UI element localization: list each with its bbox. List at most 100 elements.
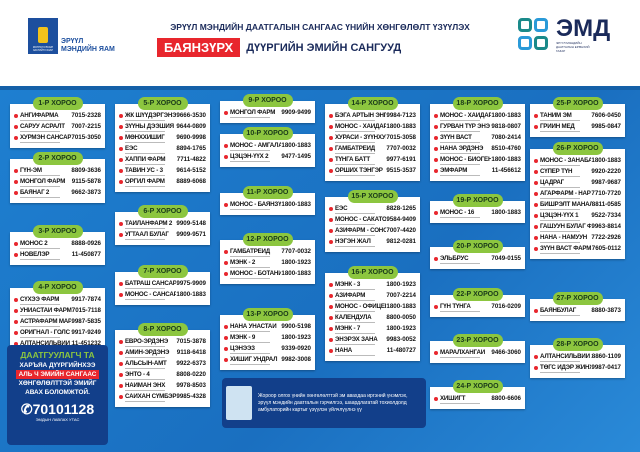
- pharmacy-list: ЕВРО-ЭРДЭНЭ 7015-3878 АМИН-ЭРДЭНЭ 9118-6418…: [115, 330, 210, 407]
- pharmacy-item: МЭНК - 3 1800-1923: [329, 281, 416, 292]
- pharmacy-item: НАНА УНАСТАЙ 9900-5198: [224, 323, 311, 334]
- pharmacy-item: ХИШИГ УНДРАЛ 9982-3008: [224, 356, 311, 367]
- pharmacy-phone: 7007-4420: [386, 227, 416, 234]
- pharmacy-item: МАРАЛХАНГАЙ 9466-3060: [434, 349, 521, 360]
- pharmacy-name: ТАВИН УС - 3: [125, 167, 163, 174]
- ministry-line2: МЭНДИЙН ЯАМ: [61, 46, 115, 53]
- bullet-icon: [14, 297, 18, 302]
- pharmacy-phone: 1800-1883: [591, 157, 621, 164]
- pharmacy-item: ГҮН-ЭМ 8809-3636: [14, 167, 101, 178]
- pharmacy-item: МОНОС - ОФИЦЕР 1800-1883: [329, 303, 416, 314]
- pharmacy-phone: 9917-9249: [71, 329, 101, 336]
- bullet-icon: [534, 158, 538, 163]
- gov-text: МОНГОЛ УЛСЫН ЗАСГИЙН ГАЗАР: [32, 46, 54, 52]
- pharmacy-phone: 1800-1923: [386, 325, 416, 332]
- khoroo-group: 11-Р ХОРОО МОНОС - БАЯНЗҮРХ1800-1883: [220, 186, 315, 215]
- khoroo-group: 28-Р ХОРОО АЛТАНСИЛЬВИЙ 2 8860-1109 ТӨГС ИД…: [530, 338, 625, 378]
- bullet-icon: [119, 281, 123, 286]
- pharmacy-phone: 9900-5198: [281, 323, 311, 330]
- pharmacy-item: НАНА - НАМУУН 7722-2926: [534, 234, 621, 245]
- bullet-icon: [119, 350, 123, 355]
- pharmacy-list: ГҮН-ЭМ 8809-3636 МОНГОЛ ФАРМ 9115-5878 БАЯНА…: [10, 159, 105, 203]
- pharmacy-phone: 9118-6418: [176, 349, 206, 356]
- pharmacy-name: СҮПЕР ТҮН: [540, 168, 573, 175]
- bullet-icon: [224, 110, 228, 115]
- bullet-icon: [534, 246, 538, 251]
- pharmacy-phone: 9477-1495: [281, 153, 311, 160]
- bullet-icon: [119, 361, 123, 366]
- bullet-icon: [434, 304, 438, 309]
- pharmacy-phone: 1800-1883: [491, 112, 521, 119]
- pharmacy-name: НАНА: [335, 347, 353, 354]
- pharmacy-name: УНИАСТАЙ ФАРМ: [20, 307, 72, 314]
- bullet-icon: [329, 206, 333, 211]
- pharmacy-name: АМИН-ЭРДЭНЭ: [125, 349, 170, 356]
- bullet-icon: [14, 124, 18, 129]
- phone-icon: ✆: [20, 401, 33, 417]
- pharmacy-list: СҮХЭЭ ФАРМ 9917-7874 УНИАСТАЙ ФАРМ 7015-711…: [10, 288, 105, 354]
- pharmacy-item: БЭГА АРТЫН ЭНГЭР9984-7123: [329, 112, 416, 123]
- pharmacy-name: МОНОС - БАЯНЗҮРХ: [230, 201, 282, 208]
- bullet-icon: [224, 346, 228, 351]
- pharmacy-item: МОНГОЛ ФАРМ 9115-5878: [14, 178, 101, 189]
- bullet-icon: [119, 135, 123, 140]
- bullet-icon: [224, 260, 228, 265]
- pharmacy-item: УГТААЛ БУЛАГ 9909-9571: [119, 231, 206, 242]
- pharmacy-item: ХИШИГТ 8800-6606: [434, 395, 521, 406]
- bullet-icon: [224, 143, 228, 148]
- khoroo-group: 18-Р ХОРОО МОНОС - ХАЙДАР 1800-1883 ГУРВАН …: [430, 97, 525, 181]
- pharmacy-item: ХАППИ ФАРМ 7711-4822: [119, 156, 206, 167]
- pharmacy-item: ТАВИН УС - 3 9614-5152: [119, 167, 206, 178]
- pharmacy-phone: 8860-1109: [591, 353, 621, 360]
- khoroo-label: 15-Р ХОРОО: [347, 190, 398, 203]
- pharmacy-item: ГАМБАТРЕЙД 7707-0032: [329, 145, 416, 156]
- khoroo-group: 6-Р ХОРОО ТАЙЛАНФАРМ 2 9909-5148 УГТААЛ БУЛ…: [115, 205, 210, 245]
- pharmacy-name: БАЯНАГ 2: [20, 189, 50, 196]
- pharmacy-name: МОНОС - ЗАНАБАЗАР: [540, 157, 592, 164]
- pharmacy-phone: 1800-1883: [386, 303, 416, 310]
- pharmacy-item: ГҮН ТҮНГА 7016-0209: [434, 303, 521, 314]
- bullet-icon: [534, 191, 538, 196]
- pharmacy-name: МОНОС - ХАЙДАР: [440, 112, 492, 119]
- pharmacy-phone: 9909-9499: [281, 109, 311, 116]
- subtitle-text: ДҮҮРГИЙН ЭМИЙН САНГУУД: [246, 41, 402, 54]
- pharmacy-phone: 9985-0847: [591, 123, 621, 130]
- bullet-icon: [119, 292, 123, 297]
- hotline-number: 70101128: [32, 401, 95, 417]
- bullet-icon: [119, 232, 123, 237]
- pharmacy-phone: 9339-0920: [281, 345, 311, 352]
- khoroo-label: 5-Р ХОРОО: [137, 97, 188, 110]
- pharmacy-name: САРУУ АСРАЛТ: [20, 123, 65, 130]
- pharmacy-phone: 9963-8814: [591, 223, 621, 230]
- khoroo-group: 23-Р ХОРОО МАРАЛХАНГАЙ 9466-3060: [430, 334, 525, 363]
- bullet-icon: [434, 135, 438, 140]
- khoroo-group: 2-Р ХОРОО ГҮН-ЭМ 8809-3636 МОНГОЛ ФАРМ 9115-…: [10, 152, 105, 203]
- pharmacy-name: ЭЛЬБРУС: [440, 255, 469, 262]
- pharmacy-item: ЭНТО - 4 8808-0220: [119, 371, 206, 382]
- pharmacy-name: БАЯНБУЛАГ: [540, 307, 577, 314]
- khoroo-group: 24-Р ХОРОО ХИШИГТ 8800-6606: [430, 380, 525, 409]
- pharmacy-list: МОНОС - АМГАЛАН 1800-1883 ЦЭЦЭН-ҮҮХ 2 9477-…: [220, 134, 315, 167]
- pharmacy-phone: 9466-3060: [491, 349, 521, 356]
- pharmacy-phone: 9983-0052: [386, 336, 416, 343]
- pharmacy-item: МОНОС - ХАЙДАРТ 1800-1883: [329, 123, 416, 134]
- pharmacy-name: ЗҮҮН ВАСТ ФАРМ: [540, 245, 592, 252]
- pharmacy-item: ЕЭС 8828-1265: [329, 205, 416, 216]
- khoroo-group: 10-Р ХОРОО МОНОС - АМГАЛАН 1800-1883 ЦЭЦЭН-…: [220, 127, 315, 167]
- bullet-icon: [119, 221, 123, 226]
- pharmacy-item: МОНОС - БАЯНЗҮРХ1800-1883: [224, 201, 311, 212]
- khoroo-label: 13-Р ХОРОО: [242, 308, 293, 321]
- bullet-icon: [119, 372, 123, 377]
- pharmacy-phone: 1800-1923: [386, 281, 416, 288]
- emd-logo: ЭМД ЭРҮҮЛ МЭНДИЙН ДААТГАЛЫН ЕРӨНХИЙ ГАЗАР: [516, 16, 610, 54]
- pharmacy-item: КАЛЕНДУЛА 8800-0050: [329, 314, 416, 325]
- pharmacy-item: МОНОС - САКАТОНИК9584-9409: [329, 216, 416, 227]
- pharmacy-name: БЭГА АРТЫН ЭНГЭР: [335, 112, 387, 119]
- pharmacy-name: АЛТАНСИЛЬВИЙ 2: [540, 353, 592, 360]
- khoroo-group: 22-Р ХОРОО ГҮН ТҮНГА 7016-0209: [430, 288, 525, 317]
- pharmacy-list: ЭЛЬБРУС 7049-0155: [430, 247, 525, 269]
- bullet-icon: [329, 315, 333, 320]
- pharmacy-phone: 9584-9409: [386, 216, 416, 223]
- khoroo-label: 10-Р ХОРОО: [242, 127, 293, 140]
